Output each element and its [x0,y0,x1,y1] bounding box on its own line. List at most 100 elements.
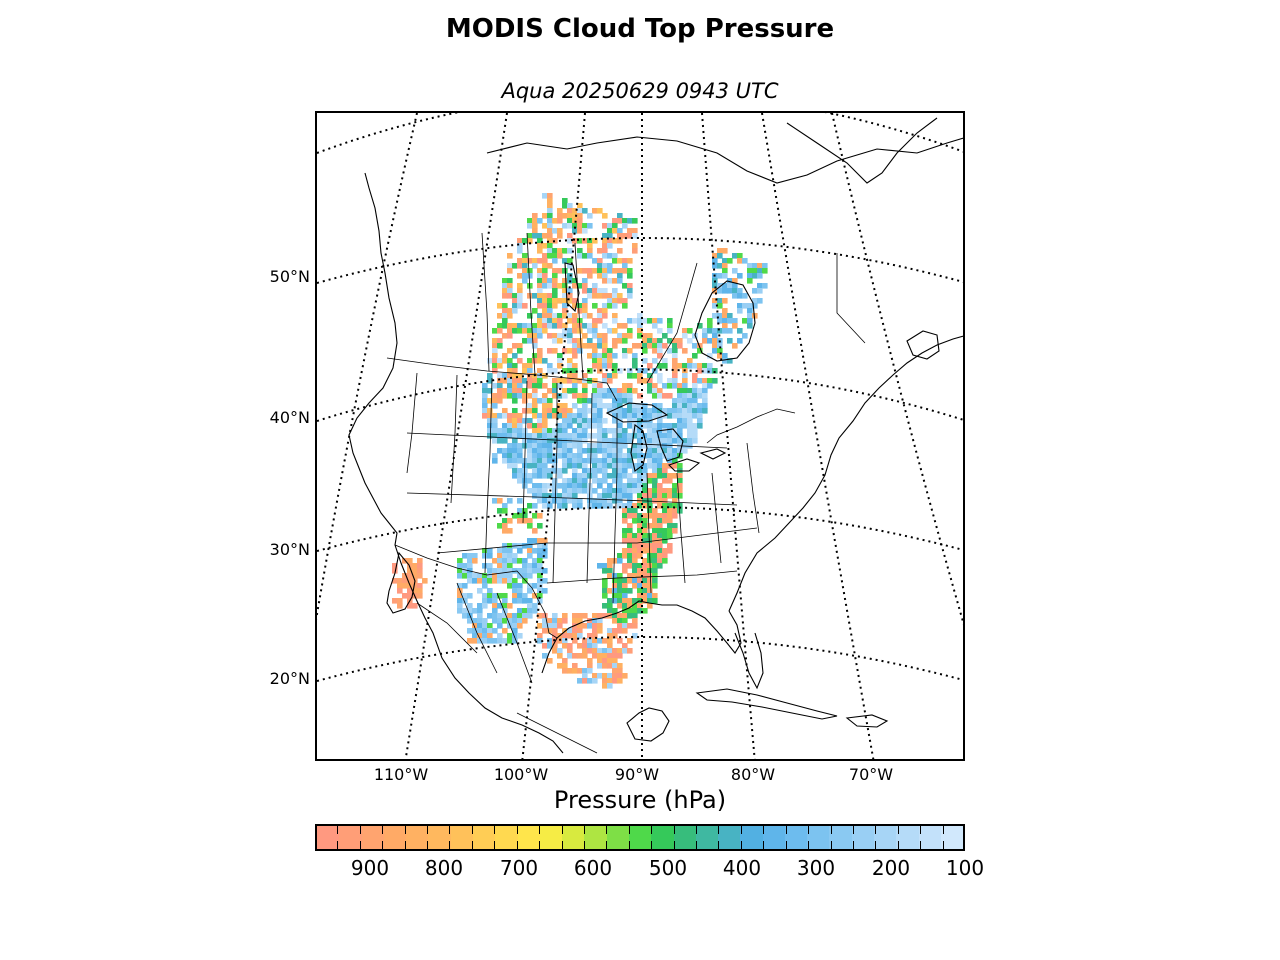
cloud-pixel [562,483,568,489]
cloud-pixel [657,403,663,409]
cloud-pixel [587,668,593,674]
cloud-pixel [547,473,553,479]
cloud-pixel [597,418,603,424]
cloud-pixel [632,553,638,559]
cloud-pixel [487,633,493,639]
cloud-pixel [557,248,563,254]
cloud-pixel [642,518,648,524]
cloud-pixel [652,343,658,349]
cloud-pixel [637,473,643,479]
cloud-pixel [617,393,623,399]
cloud-pixel [652,558,658,564]
cloud-pixel [517,558,523,564]
cloud-pixel [552,313,558,319]
cloud-pixel [527,438,533,444]
cloud-pixel [647,453,653,459]
cloud-pixel [602,653,608,659]
cloud-pixel [407,588,413,594]
cloud-pixel [657,543,663,549]
cloud-pixel [547,433,553,439]
cloud-pixel [637,488,643,494]
cloud-pixel [542,193,548,199]
cloud-pixel [647,488,653,494]
cloud-pixel [607,628,613,634]
cloud-pixel [567,223,573,229]
cloud-pixel [502,433,508,439]
cloud-pixel [487,568,493,574]
cloud-pixel [497,383,503,389]
cloud-pixel [622,453,628,459]
cloud-pixel [747,273,753,279]
cloud-pixel [537,378,543,384]
cloud-pixel [742,258,748,264]
cloud-pixel [587,643,593,649]
cloud-pixel [722,283,728,289]
cloud-pixel [547,413,553,419]
cloud-pixel [562,328,568,334]
cloud-pixel [412,583,418,589]
cloud-pixel [582,373,588,379]
cloud-pixel [592,393,598,399]
cloud-pixel [657,413,663,419]
cloud-pixel [617,498,623,504]
cloud-pixel [552,478,558,484]
cloud-pixel [687,388,693,394]
cloud-pixel [487,373,493,379]
cloud-pixel [582,393,588,399]
cloud-pixel [642,573,648,579]
cloud-pixel [602,268,608,274]
cloud-pixel [722,328,728,334]
cloud-pixel [557,623,563,629]
cloud-pixel [627,623,633,629]
cloud-pixel [517,458,523,464]
cloud-pixel [642,358,648,364]
cloud-pixel [662,533,668,539]
cloud-pixel [507,553,513,559]
cloud-pixel [627,543,633,549]
cloud-pixel [667,518,673,524]
cloud-pixel [522,388,528,394]
cloud-pixel [532,513,538,519]
cloud-pixel [522,303,528,309]
cloud-pixel [547,223,553,229]
cloud-pixel [512,438,518,444]
cloud-pixel [577,613,583,619]
cloud-pixel [672,373,678,379]
colorbar-segment [562,826,585,849]
cuba-coastline [695,688,838,720]
cloud-pixel [492,598,498,604]
cloud-pixel [642,528,648,534]
cloud-pixel [597,443,603,449]
cloud-pixel [547,203,553,209]
cloud-pixel [702,408,708,414]
cloud-pixel [502,518,508,524]
cloud-pixel [662,393,668,399]
cloud-pixel [567,433,573,439]
cloud-pixel [752,298,758,304]
cloud-pixel [607,348,613,354]
cloud-pixel [537,273,543,279]
cloud-pixel [712,333,718,339]
cloud-pixel [662,503,668,509]
cloud-pixel [517,548,523,554]
cloud-pixel [547,283,553,289]
cloud-pixel [612,438,618,444]
cloud-pixel [462,583,468,589]
cloud-pixel [542,568,548,574]
cloud-pixel [687,408,693,414]
colorbar-segment [784,826,808,849]
cloud-pixel [617,503,623,509]
cloud-pixel [582,448,588,454]
cloud-pixel [512,463,518,469]
cloud-pixel [617,413,623,419]
cloud-pixel [602,673,608,679]
cloud-pixel [517,633,523,639]
cloud-pixel [607,633,613,639]
cloud-pixel [637,453,643,459]
cloud-pixel [752,268,758,274]
cloud-pixel [682,348,688,354]
cloud-pixel [592,258,598,264]
cloud-pixel [467,578,473,584]
cloud-pixel [522,563,528,569]
cloud-pixel [662,513,668,519]
